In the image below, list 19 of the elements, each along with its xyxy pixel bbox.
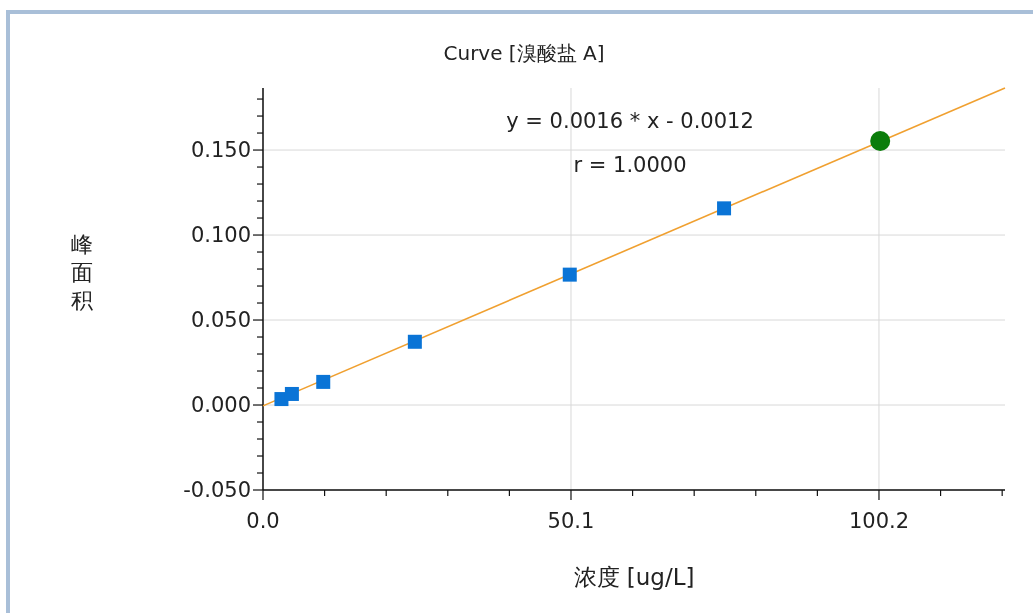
point <box>316 374 331 389</box>
x-tick-label: 0.0 <box>246 509 280 533</box>
point <box>407 334 422 349</box>
annotation: y = 0.0016 * x - 0.0012 <box>506 109 754 133</box>
y-tick-label: 0.050 <box>190 308 251 333</box>
x-tick-label: 50.1 <box>547 509 595 533</box>
x-tick-label: 100.2 <box>848 509 910 533</box>
annotation: r = 1.0000 <box>573 153 687 177</box>
y-tick-label: 0.150 <box>190 138 251 163</box>
point <box>870 131 891 152</box>
chart-title: Curve [溴酸盐 A] <box>443 41 605 65</box>
x-axis-title: 浓度 [ug/L] <box>573 564 695 590</box>
y-tick-label: 0.100 <box>190 223 251 248</box>
point <box>562 267 577 282</box>
y-tick-label: -0.050 <box>183 478 251 502</box>
y-tick-label: 0.000 <box>190 393 251 418</box>
point <box>717 201 732 216</box>
point <box>284 386 299 401</box>
y-axis-title: 峰面积 <box>71 232 93 313</box>
